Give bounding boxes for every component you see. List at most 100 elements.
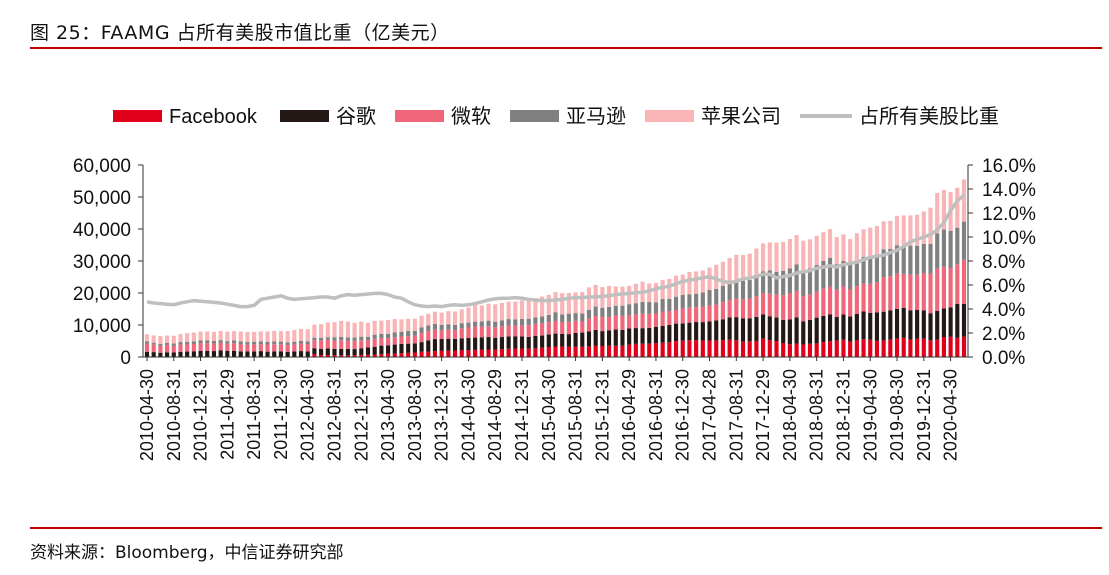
bar-segment-0 bbox=[821, 342, 826, 357]
bar-segment-3 bbox=[821, 260, 826, 289]
bar-segment-4 bbox=[466, 307, 471, 323]
bar-segment-0 bbox=[727, 339, 732, 357]
bar-segment-2 bbox=[513, 325, 518, 337]
bar-segment-0 bbox=[573, 346, 578, 357]
bar-segment-0 bbox=[673, 341, 679, 357]
bar-segment-4 bbox=[560, 293, 565, 315]
bar-segment-2 bbox=[432, 329, 438, 340]
bar-segment-1 bbox=[526, 336, 531, 349]
bar-segment-2 bbox=[533, 323, 538, 336]
bar-segment-2 bbox=[767, 293, 772, 317]
bar-segment-1 bbox=[667, 324, 672, 343]
bar-segment-0 bbox=[426, 351, 431, 357]
bar-segment-4 bbox=[740, 254, 746, 281]
bar-segment-3 bbox=[252, 341, 257, 345]
legend-swatch-2 bbox=[395, 110, 444, 122]
bar-segment-1 bbox=[781, 319, 786, 343]
bar-segment-3 bbox=[432, 323, 438, 330]
bar-segment-1 bbox=[700, 322, 705, 341]
bar-segment-3 bbox=[848, 264, 853, 290]
bar-segment-3 bbox=[419, 327, 424, 334]
bar-segment-2 bbox=[345, 340, 350, 349]
bar-segment-2 bbox=[386, 338, 391, 346]
bar-segment-2 bbox=[774, 294, 779, 318]
bar-segment-1 bbox=[238, 351, 243, 357]
bar-segment-3 bbox=[774, 271, 779, 295]
bar-segment-0 bbox=[372, 354, 377, 357]
bar-segment-0 bbox=[506, 348, 511, 357]
bar-segment-4 bbox=[566, 293, 571, 314]
bar-segment-3 bbox=[218, 340, 223, 343]
bar-segment-4 bbox=[861, 229, 866, 258]
bar-segment-2 bbox=[165, 344, 170, 353]
bar-segment-4 bbox=[848, 239, 853, 265]
bar-segment-0 bbox=[881, 340, 886, 357]
bar-segment-4 bbox=[955, 187, 960, 228]
bar-segment-2 bbox=[540, 323, 545, 336]
bar-segment-2 bbox=[807, 294, 813, 320]
bar-segment-2 bbox=[352, 340, 357, 350]
bar-segment-1 bbox=[593, 329, 598, 346]
bar-segment-2 bbox=[319, 340, 324, 349]
x-tick-label: 2015-08-31 bbox=[566, 369, 586, 461]
bar-segment-1 bbox=[586, 331, 592, 347]
bar-segment-2 bbox=[560, 322, 565, 334]
bar-segment-3 bbox=[794, 264, 799, 291]
bar-segment-1 bbox=[352, 349, 357, 356]
bar-segment-2 bbox=[392, 337, 397, 345]
x-tick-label: 2012-12-31 bbox=[351, 369, 371, 461]
bar-segment-0 bbox=[740, 341, 746, 357]
x-tick-label: 2014-12-31 bbox=[512, 369, 532, 461]
bar-segment-3 bbox=[747, 279, 752, 299]
bar-segment-2 bbox=[653, 313, 659, 327]
bar-segment-2 bbox=[633, 314, 638, 329]
bar-segment-0 bbox=[854, 340, 859, 357]
bar-segment-4 bbox=[720, 261, 725, 286]
bar-segment-4 bbox=[205, 331, 210, 341]
stacked-bars bbox=[144, 179, 967, 357]
bar-segment-1 bbox=[185, 351, 190, 357]
bar-segment-4 bbox=[754, 248, 759, 277]
bar-segment-1 bbox=[298, 351, 304, 357]
legend-swatch-3 bbox=[510, 110, 559, 122]
bar-segment-2 bbox=[700, 306, 705, 323]
bar-segment-0 bbox=[513, 348, 518, 357]
bar-segment-3 bbox=[874, 254, 880, 283]
bar-segment-0 bbox=[479, 349, 484, 357]
bar-segment-2 bbox=[566, 321, 571, 335]
bar-segment-3 bbox=[292, 341, 297, 345]
bar-segment-0 bbox=[446, 350, 451, 357]
bar-segment-1 bbox=[868, 312, 873, 340]
bar-segment-1 bbox=[560, 333, 565, 347]
bar-segment-2 bbox=[198, 343, 203, 351]
bar-segment-1 bbox=[761, 314, 766, 339]
bar-segment-3 bbox=[319, 337, 324, 341]
bar-segment-0 bbox=[948, 336, 953, 357]
bar-segment-4 bbox=[218, 330, 223, 341]
bar-segment-4 bbox=[915, 214, 920, 246]
bar-segment-2 bbox=[191, 343, 196, 352]
bar-segment-2 bbox=[144, 343, 150, 352]
bar-segment-1 bbox=[272, 351, 277, 357]
bar-segment-2 bbox=[955, 264, 960, 304]
x-tick-label: 2010-04-30 bbox=[137, 369, 157, 461]
figure-title: 图 25：FAAMG 占所有美股市值比重（亿美元） bbox=[30, 22, 450, 44]
bar-segment-3 bbox=[165, 342, 170, 345]
bar-segment-4 bbox=[526, 300, 531, 319]
bar-segment-1 bbox=[506, 336, 511, 349]
bar-segment-4 bbox=[781, 241, 786, 271]
bar-segment-4 bbox=[292, 329, 297, 342]
bar-segment-2 bbox=[747, 298, 752, 319]
bar-segment-2 bbox=[915, 274, 920, 311]
legend-label-3: 亚马逊 bbox=[566, 105, 626, 128]
bar-segment-2 bbox=[754, 296, 759, 317]
bar-segment-3 bbox=[298, 340, 304, 344]
bar-segment-4 bbox=[761, 243, 766, 272]
bar-segment-0 bbox=[519, 348, 525, 357]
left-tick-label: 30,000 bbox=[73, 252, 131, 273]
bar-segment-3 bbox=[245, 342, 250, 345]
bar-segment-1 bbox=[607, 330, 612, 346]
bar-segment-3 bbox=[921, 243, 926, 273]
bar-segment-2 bbox=[553, 320, 558, 334]
bar-segment-1 bbox=[519, 336, 525, 349]
